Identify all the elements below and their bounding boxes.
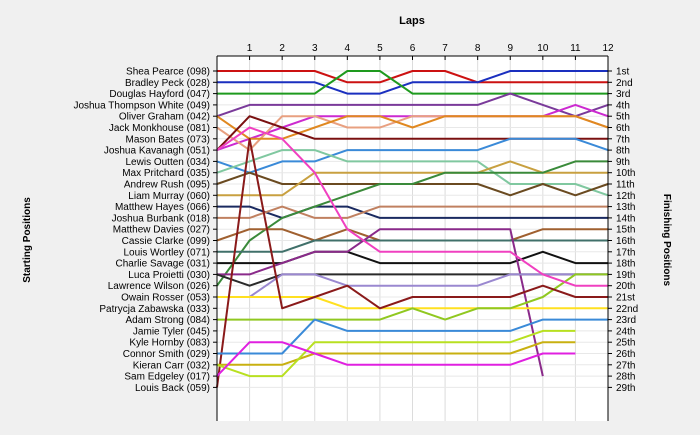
x-tick-label: 5 xyxy=(377,43,383,54)
finishing-position-label: 14th xyxy=(616,213,635,224)
finishing-position-label: 10th xyxy=(616,168,635,179)
series-line xyxy=(217,239,608,253)
series-label-starting: Patrycja Zabawska (033) xyxy=(99,304,210,315)
series-lines xyxy=(216,70,609,388)
series-label-starting: Jack Monkhouse (081) xyxy=(109,123,210,134)
series-line xyxy=(216,137,609,174)
finishing-position-label: 12th xyxy=(616,191,635,202)
series-label-starting: Matthew Hayes (066) xyxy=(115,202,210,213)
series-line xyxy=(217,70,608,95)
x-axis-title: Laps xyxy=(399,15,425,27)
series-label-starting: Shea Pearce (098) xyxy=(126,67,210,78)
x-tick-label: 7 xyxy=(442,43,448,54)
series-line xyxy=(217,341,576,366)
series-label-starting: Louis Back (059) xyxy=(135,383,210,394)
x-tick-label: 10 xyxy=(537,43,549,54)
finishing-position-label: 17th xyxy=(616,247,635,258)
series-line xyxy=(216,92,609,118)
x-tick-label: 4 xyxy=(345,43,351,54)
x-tick-label: 6 xyxy=(410,43,416,54)
y-axis-title-left: Starting Positions xyxy=(22,197,33,283)
finishing-position-label: 6th xyxy=(616,123,630,134)
series-label-starting: Mason Bates (073) xyxy=(126,134,211,145)
series-label-starting: Kieran Carr (032) xyxy=(133,360,210,371)
series-line xyxy=(216,137,608,388)
finishing-position-label: 11th xyxy=(616,180,635,191)
finishing-position-label: 27th xyxy=(616,360,635,371)
series-label-starting: Joshua Kavanagh (051) xyxy=(104,146,210,157)
series-label-starting: Connor Smith (029) xyxy=(123,349,210,360)
finishing-position-label: 15th xyxy=(616,225,635,236)
series-line xyxy=(217,70,608,84)
x-tick-label: 3 xyxy=(312,43,318,54)
series-label-starting: Liam Murray (060) xyxy=(128,191,210,202)
finishing-position-label: 9th xyxy=(616,157,630,168)
series-label-starting: Matthew Davies (027) xyxy=(113,225,210,236)
finishing-position-label: 25th xyxy=(616,338,635,349)
finishing-position-label: 29th xyxy=(616,383,635,394)
series-line xyxy=(216,160,608,287)
finishing-position-label: 2nd xyxy=(616,78,633,89)
series-label-starting: Owain Rosser (053) xyxy=(121,293,210,304)
x-tick-labels: 1 2 3 4 5 6 7 8 9 10 11 12 xyxy=(247,43,614,54)
series-line xyxy=(216,126,608,287)
series-line xyxy=(216,329,576,378)
series-label-starting: Lewis Outten (034) xyxy=(126,157,211,168)
finishing-position-label: 21st xyxy=(616,293,635,304)
finishing-position-label: 16th xyxy=(616,236,635,247)
series-label-starting: Joshua Burbank (018) xyxy=(112,213,210,224)
finishing-position-label: 23rd xyxy=(616,315,636,326)
series-line xyxy=(217,273,608,321)
finishing-position-labels: 1st2nd3rd4th5th6th7th8th9th10th11th12th1… xyxy=(616,67,638,394)
finishing-position-label: 28th xyxy=(616,372,635,383)
series-label-starting: Lawrence Wilson (026) xyxy=(108,281,210,292)
starting-position-labels: Shea Pearce (098)Bradley Peck (028)Dougl… xyxy=(73,67,210,394)
series-line xyxy=(216,341,576,377)
series-label-starting: Luca Proietti (030) xyxy=(128,270,210,281)
finishing-position-label: 8th xyxy=(616,146,630,157)
series-label-starting: Jamie Tyler (045) xyxy=(133,326,210,337)
series-line xyxy=(217,318,608,355)
series-line xyxy=(217,228,544,377)
finishing-position-label: 18th xyxy=(616,259,635,270)
finishing-position-label: 19th xyxy=(616,270,635,281)
axes xyxy=(213,55,612,421)
finishing-position-label: 26th xyxy=(616,349,635,360)
series-label-starting: Max Pritchard (035) xyxy=(122,168,210,179)
series-line xyxy=(217,70,608,95)
x-tick-label: 9 xyxy=(507,43,513,54)
series-label-starting: Cassie Clarke (099) xyxy=(122,236,210,247)
series-label-starting: Douglas Hayford (047) xyxy=(109,89,210,100)
series-label-starting: Kyle Hornby (083) xyxy=(129,338,210,349)
finishing-position-label: 13th xyxy=(616,202,635,213)
finishing-position-label: 22nd xyxy=(616,304,638,315)
finishing-position-label: 20th xyxy=(616,281,635,292)
finishing-position-label: 3rd xyxy=(616,89,630,100)
x-tick-label: 2 xyxy=(279,43,285,54)
series-label-starting: Sam Edgeley (017) xyxy=(124,372,210,383)
finishing-position-label: 1st xyxy=(616,67,630,78)
series-line xyxy=(217,205,608,219)
finishing-position-label: 4th xyxy=(616,100,630,111)
y-axis-title-right: Finishing Positions xyxy=(661,194,672,287)
finishing-position-label: 24th xyxy=(616,326,635,337)
series-label-starting: Andrew Rush (095) xyxy=(124,180,210,191)
finishing-position-label: 5th xyxy=(616,112,630,123)
series-label-starting: Louis Wortley (071) xyxy=(123,247,210,258)
x-tick-label: 1 xyxy=(247,43,253,54)
series-label-starting: Bradley Peck (028) xyxy=(125,78,210,89)
finishing-position-label: 7th xyxy=(616,134,630,145)
x-tick-label: 8 xyxy=(475,43,481,54)
series-label-starting: Adam Strong (084) xyxy=(126,315,211,326)
x-tick-label: 11 xyxy=(570,43,581,54)
x-tick-label: 12 xyxy=(602,43,614,54)
series-label-starting: Joshua Thompson White (049) xyxy=(73,100,210,111)
series-label-starting: Oliver Graham (042) xyxy=(119,112,210,123)
series-label-starting: Charlie Savage (031) xyxy=(116,259,211,270)
